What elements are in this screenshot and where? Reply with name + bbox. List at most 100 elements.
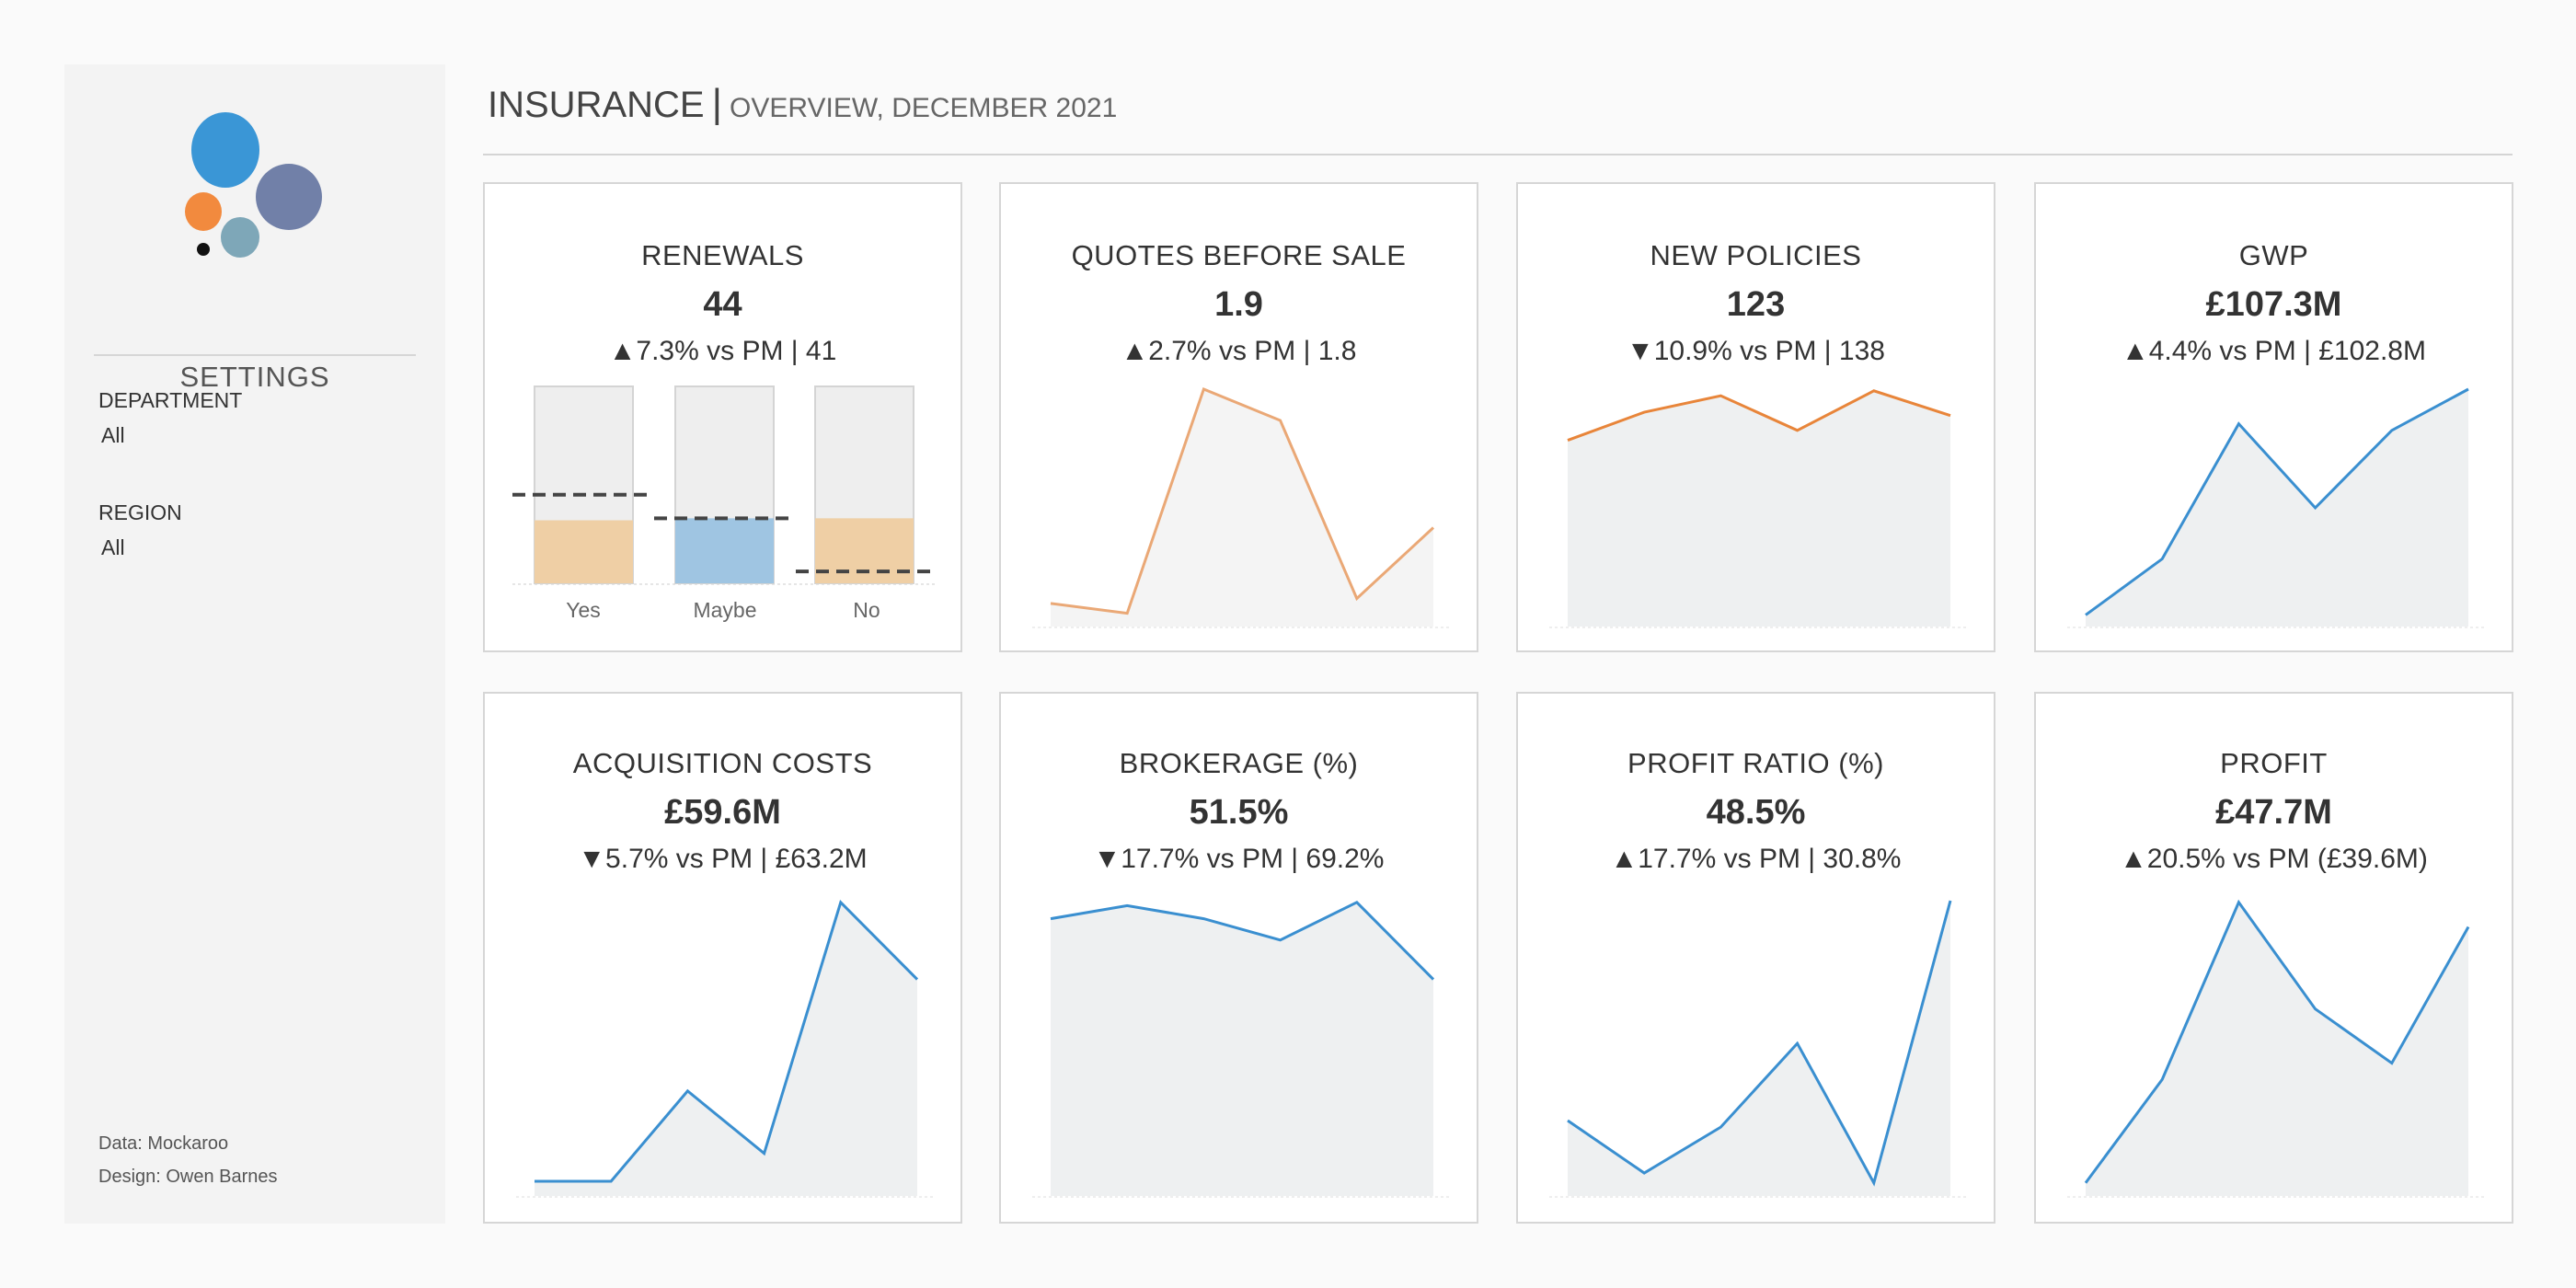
kpi-delta: ▲2.7% vs PM | 1.8 bbox=[1121, 336, 1357, 366]
kpi-card-acquisition-costs: ACQUISITION COSTS £59.6M ▼5.7% vs PM | £63… bbox=[483, 692, 962, 1224]
data-point-1[interactable] bbox=[1121, 608, 1133, 619]
bar-yes[interactable] bbox=[535, 520, 633, 583]
series-line bbox=[2084, 899, 2470, 1184]
kpi-title: PROFIT RATIO (%) bbox=[1627, 747, 1884, 779]
kpi-value: 51.5% bbox=[1189, 793, 1289, 832]
kpi-delta: ▼5.7% vs PM | £63.2M bbox=[578, 844, 868, 874]
data-point-1[interactable] bbox=[605, 1176, 616, 1187]
data-point-2[interactable] bbox=[1198, 914, 1209, 925]
data-point-1[interactable] bbox=[1639, 1167, 1650, 1179]
data-point-4[interactable] bbox=[1869, 1178, 1880, 1189]
logo-circle-orange bbox=[185, 192, 222, 231]
data-point-3[interactable] bbox=[759, 1148, 770, 1159]
kpi-value: 123 bbox=[1726, 285, 1786, 324]
data-point-0[interactable] bbox=[2080, 609, 2091, 620]
kpi-title: BROKERAGE (%) bbox=[1119, 747, 1359, 779]
data-point-4[interactable] bbox=[1351, 593, 1363, 604]
kpi-card-new-policies: NEW POLICIES 123 ▼10.9% vs PM | 138 bbox=[1516, 182, 1995, 652]
kpi-title: QUOTES BEFORE SALE bbox=[1071, 239, 1407, 271]
data-point-4[interactable] bbox=[2386, 425, 2398, 436]
data-point-4[interactable] bbox=[1869, 385, 1880, 397]
data-point-4[interactable] bbox=[2386, 1058, 2398, 1069]
chart-quotes-before-sale bbox=[1032, 384, 1452, 628]
page-title: INSURANCE | OVERVIEW, DECEMBER 2021 bbox=[488, 81, 1117, 127]
bar-label-no: No bbox=[853, 598, 880, 622]
title-main: INSURANCE bbox=[488, 85, 705, 125]
region-filter[interactable]: All bbox=[101, 535, 125, 559]
series-line bbox=[1050, 900, 1435, 981]
kpi-card-gwp: GWP £107.3M ▲4.4% vs PM | £102.8M bbox=[2034, 182, 2513, 652]
data-point-0[interactable] bbox=[2080, 1178, 2091, 1189]
data-point-0[interactable] bbox=[1045, 914, 1056, 925]
data-point-2[interactable] bbox=[2233, 419, 2244, 430]
data-point-1[interactable] bbox=[2156, 554, 2168, 565]
data-point-5[interactable] bbox=[1428, 974, 1439, 985]
chart-profit bbox=[2067, 897, 2487, 1198]
data-point-0[interactable] bbox=[1562, 435, 1573, 446]
kpi-value: 44 bbox=[703, 285, 742, 324]
area-fill bbox=[1051, 389, 1433, 627]
data-point-0[interactable] bbox=[529, 1176, 540, 1187]
data-point-1[interactable] bbox=[1121, 900, 1133, 911]
data-point-2[interactable] bbox=[1715, 1121, 1726, 1133]
logo-circle-black bbox=[197, 243, 210, 256]
data-point-3[interactable] bbox=[1275, 935, 1286, 946]
series-line bbox=[1050, 387, 1435, 615]
kpi-title: PROFIT bbox=[2220, 747, 2328, 779]
kpi-delta: ▲7.3% vs PM | 41 bbox=[608, 336, 837, 366]
kpi-value: 1.9 bbox=[1214, 285, 1263, 324]
data-point-3[interactable] bbox=[2310, 502, 2321, 513]
chart-profit-ratio bbox=[1549, 895, 1969, 1198]
department-filter-label: DEPARTMENT bbox=[98, 388, 243, 412]
logo-circle-purple bbox=[256, 164, 322, 230]
area-fill bbox=[2086, 389, 2468, 627]
data-point-1[interactable] bbox=[1639, 407, 1650, 418]
data-point-5[interactable] bbox=[1428, 523, 1439, 534]
series-line bbox=[1567, 900, 1952, 1187]
data-point-5[interactable] bbox=[912, 974, 923, 985]
data-point-1[interactable] bbox=[2156, 1074, 2168, 1085]
data-point-5[interactable] bbox=[2463, 384, 2474, 395]
area-fill bbox=[1568, 390, 1950, 627]
data-point-3[interactable] bbox=[1792, 1038, 1803, 1049]
kpi-delta: ▲17.7% vs PM | 30.8% bbox=[1610, 844, 1902, 874]
kpi-delta: ▲20.5% vs PM (£39.6M) bbox=[2120, 844, 2428, 874]
chart-gwp bbox=[2067, 384, 2487, 628]
kpi-card-quotes-before-sale: QUOTES BEFORE SALE 1.9 ▲2.7% vs PM | 1.8 bbox=[999, 182, 1478, 652]
area-fill bbox=[535, 902, 917, 1196]
series-line bbox=[1567, 389, 1951, 442]
kpi-title: ACQUISITION COSTS bbox=[572, 747, 873, 779]
title-separator: | bbox=[711, 81, 723, 126]
sidebar: SETTINGS DEPARTMENT All REGION All Data:… bbox=[64, 64, 445, 1224]
settings-heading: SETTINGS bbox=[179, 361, 330, 393]
data-point-2[interactable] bbox=[682, 1086, 693, 1097]
data-point-3[interactable] bbox=[1275, 415, 1286, 426]
chart-brokerage bbox=[1032, 897, 1452, 1198]
data-point-4[interactable] bbox=[1351, 897, 1363, 908]
department-filter[interactable]: All bbox=[101, 423, 125, 447]
data-point-0[interactable] bbox=[1045, 598, 1056, 609]
area-fill bbox=[2086, 902, 2468, 1196]
kpi-value: £59.6M bbox=[664, 793, 781, 832]
kpi-title: RENEWALS bbox=[641, 239, 804, 271]
data-point-0[interactable] bbox=[1562, 1115, 1573, 1126]
data-point-5[interactable] bbox=[2463, 922, 2474, 933]
bar-no[interactable] bbox=[815, 518, 914, 583]
bar-maybe[interactable] bbox=[675, 518, 774, 583]
data-point-3[interactable] bbox=[1792, 425, 1803, 436]
data-point-3[interactable] bbox=[2310, 1004, 2321, 1015]
data-point-5[interactable] bbox=[1945, 410, 1956, 421]
data-source-credit: Data: Mockaroo bbox=[98, 1133, 229, 1154]
data-point-4[interactable] bbox=[835, 897, 846, 908]
kpi-value: £47.7M bbox=[2215, 793, 2332, 832]
kpi-card-brokerage: BROKERAGE (%) 51.5% ▼17.7% vs PM | 69.2% bbox=[999, 692, 1478, 1224]
data-point-5[interactable] bbox=[1945, 895, 1956, 906]
kpi-title: GWP bbox=[2238, 239, 2309, 271]
area-fill bbox=[1568, 901, 1950, 1196]
kpi-card-profit-ratio: PROFIT RATIO (%) 48.5% ▲17.7% vs PM | 30.8… bbox=[1516, 692, 1995, 1224]
chart-renewals bbox=[512, 385, 937, 585]
data-point-2[interactable] bbox=[1715, 390, 1726, 401]
kpi-value: 48.5% bbox=[1706, 793, 1806, 832]
data-point-2[interactable] bbox=[2233, 897, 2244, 908]
data-point-2[interactable] bbox=[1198, 384, 1209, 395]
